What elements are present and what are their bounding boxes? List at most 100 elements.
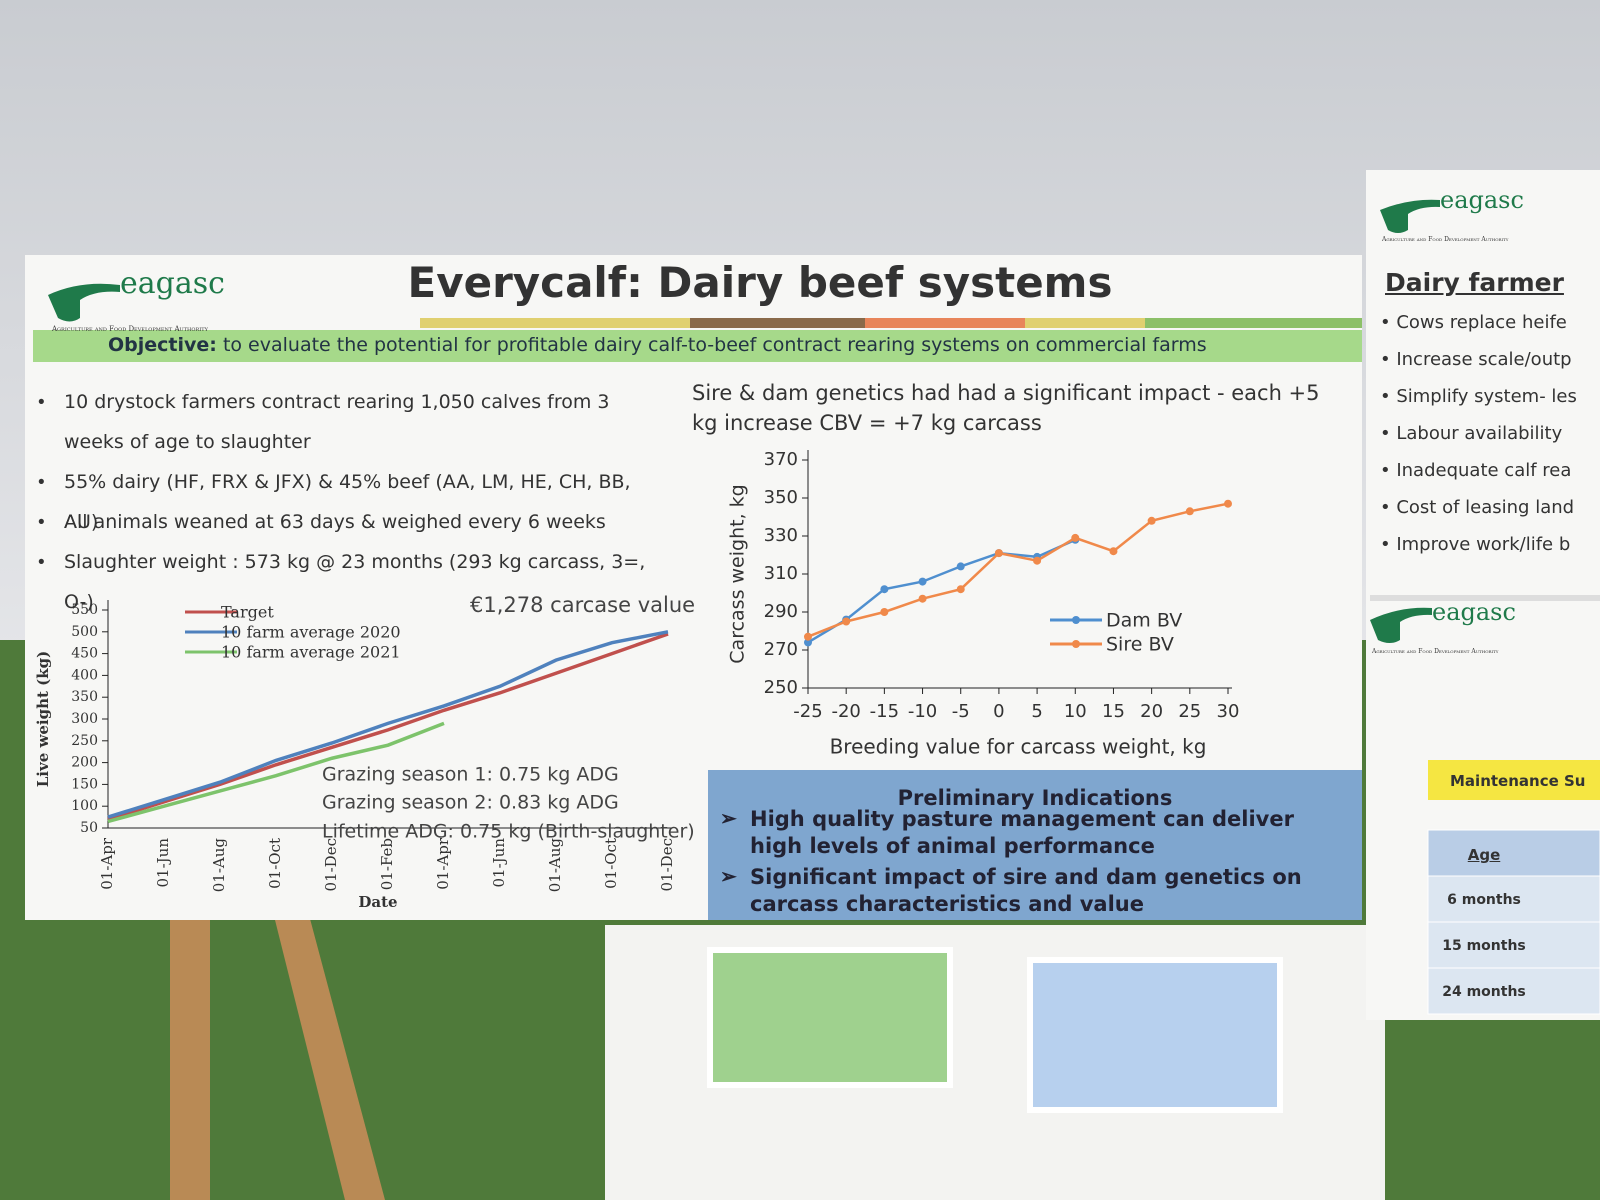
marker	[918, 577, 927, 586]
legend-label: 10 farm average 2021	[221, 643, 401, 662]
marker	[842, 617, 851, 626]
side-bullet: • Improve work/life b	[1380, 534, 1571, 555]
logo-mark	[1380, 199, 1440, 233]
x-tick-label: 5	[1031, 701, 1042, 722]
table-cell: 6 months	[1447, 892, 1521, 908]
legend-marker	[1072, 640, 1080, 648]
arrow: ➢	[720, 808, 737, 830]
x-tick-label: 01-Oct	[602, 838, 620, 889]
y-tick-label: 550	[71, 602, 98, 618]
marker	[956, 585, 965, 594]
y-axis-label: Carcass weight, kg	[727, 484, 749, 663]
side-bullet: • Simplify system- les	[1380, 386, 1577, 407]
x-tick-label: -5	[952, 701, 970, 722]
indications-box	[708, 770, 1362, 920]
indication: Significant impact of sire and dam genet…	[750, 865, 1302, 916]
marker	[804, 638, 812, 647]
table-row	[1427, 875, 1600, 923]
y-tick-label: 100	[71, 798, 98, 814]
y-tick-label: 270	[764, 639, 798, 660]
y-tick-label: 300	[71, 711, 98, 727]
bullet: 55% dairy (HF, FRX & JFX) & 45% beef (AA…	[64, 471, 631, 533]
bullet-dot: •	[38, 472, 45, 493]
x-tick-label: 30	[1217, 701, 1240, 722]
bullet-dot: •	[38, 552, 45, 573]
indications-title: Preliminary Indications	[897, 786, 1173, 810]
side-bullet: • Cows replace heife	[1380, 312, 1567, 333]
x-tick-label: 01-Dec	[658, 838, 676, 891]
title: Everycalf: Dairy beef systems	[407, 258, 1113, 307]
table-cell: 15 months	[1442, 938, 1526, 954]
annotation: Grazing season 2: 0.83 kg ADG	[322, 792, 619, 814]
button-bg	[1428, 760, 1600, 800]
logo-tagline: Agriculture and Food Development Authori…	[1382, 236, 1509, 243]
side-heading: Dairy farmer	[1385, 268, 1564, 297]
x-tick-label: 20	[1140, 701, 1163, 722]
indication: High quality pasture management can deli…	[750, 807, 1294, 858]
legend-label: Target	[221, 603, 274, 622]
series-line	[807, 502, 1229, 638]
objective-text: to evaluate the potential for profitable…	[222, 334, 1207, 356]
marker	[880, 585, 889, 594]
y-tick-label: 200	[71, 755, 98, 771]
marker	[1147, 516, 1156, 525]
logo-tagline: Agriculture and Food Development Authori…	[52, 325, 208, 333]
sheet-table	[707, 947, 953, 1088]
side-bullet: • Labour availability	[1380, 423, 1563, 444]
bullet: 10 drystock farmers contract rearing 1,0…	[64, 391, 610, 453]
table-header: Age	[1467, 846, 1501, 864]
legend-label: Sire BV	[1106, 634, 1174, 656]
series-line	[107, 721, 445, 824]
marker	[880, 608, 889, 616]
bullet-dot: •	[38, 392, 45, 413]
x-tick-label: 01-Dec	[322, 838, 340, 891]
x-tick-label: 01-Jun	[490, 838, 508, 888]
logo-tagline: Agriculture and Food Development Authori…	[1372, 648, 1499, 655]
easel-leg	[170, 900, 210, 1200]
objective: Objective: to evaluate the potential for…	[108, 334, 1207, 356]
y-tick-label: 50	[80, 820, 98, 836]
stripe	[865, 318, 1025, 328]
table-row	[1427, 921, 1600, 969]
x-tick-label: 01-Jun	[154, 838, 172, 888]
x-tick-label: 01-Aug	[210, 838, 228, 893]
logo-mark	[1370, 607, 1432, 643]
table-cell: 24 months	[1442, 984, 1526, 1000]
x-tick-label: 01-Apr	[434, 837, 452, 890]
side-bullet: • Cost of leasing land	[1380, 497, 1575, 518]
logo-text: eagasc	[1440, 186, 1524, 214]
series-line	[107, 630, 669, 819]
y-tick-label: 350	[71, 689, 98, 705]
side-bullet: • Inadequate calf rea	[1380, 460, 1572, 481]
annotation: Grazing season 1: 0.75 kg ADG	[322, 764, 619, 786]
x-tick-label: 01-Feb	[378, 838, 396, 890]
y-tick-label: 250	[764, 677, 798, 698]
arrow: ➢	[720, 866, 737, 888]
objective-label: Objective:	[108, 334, 217, 356]
series-line	[807, 538, 1076, 644]
logo-mark	[48, 283, 120, 322]
y-tick-label: 290	[764, 601, 798, 622]
x-tick-label: 01-Oct	[266, 838, 284, 889]
button-label: Maintenance Su	[1450, 772, 1586, 790]
bullet: Slaughter weight : 573 kg @ 23 months (2…	[64, 551, 646, 613]
x-tick-label: -25	[793, 701, 822, 722]
table-header	[1427, 829, 1600, 877]
y-tick-label: 250	[71, 733, 98, 749]
logo-text: eagasc	[1432, 598, 1516, 626]
x-tick-label: 0	[993, 701, 1004, 722]
x-axis-label: Date	[358, 893, 397, 911]
y-tick-label: 330	[764, 525, 798, 546]
marker	[994, 549, 1003, 558]
marker	[1033, 556, 1042, 565]
objective-bar	[33, 330, 1362, 362]
y-tick-label: 370	[764, 449, 798, 470]
x-tick-label: 01-Apr	[98, 837, 116, 890]
side-bullets: • Cows replace heife • Increase scale/out…	[1380, 312, 1600, 571]
legend-marker	[1072, 616, 1080, 624]
y-tick-label: 150	[71, 776, 98, 792]
x-tick-label: 10	[1064, 701, 1087, 722]
x-tick-label: -10	[908, 701, 937, 722]
y-tick-label: 450	[71, 646, 98, 662]
